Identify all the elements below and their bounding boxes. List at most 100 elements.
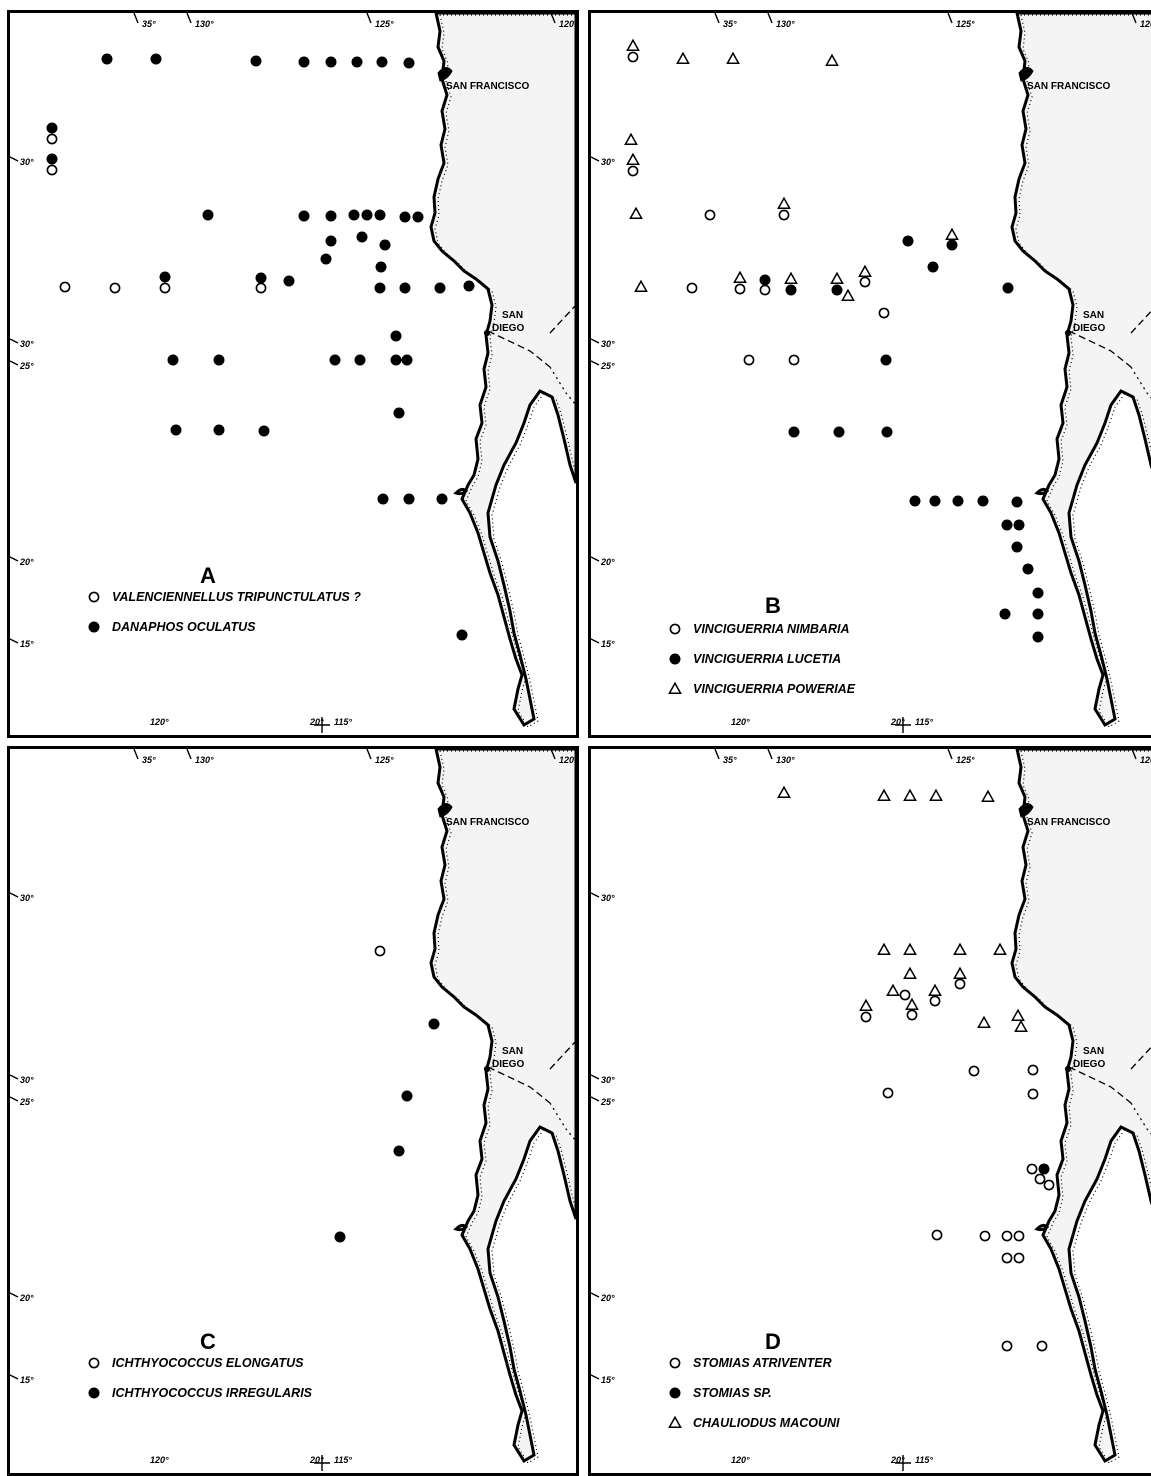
station-marker-filled-circle — [399, 282, 411, 294]
international-border — [1068, 330, 1132, 368]
station-marker-open-circle — [860, 1011, 872, 1023]
city-label-san-francisco: SAN FRANCISCO — [446, 81, 530, 92]
graticule-label-bottom: 115° — [915, 717, 933, 727]
graticule-label-left: 20° — [19, 557, 34, 567]
state-border — [549, 1102, 576, 1142]
graticule-label-left: 30° — [20, 157, 34, 167]
station-marker-filled-circle — [759, 274, 771, 286]
station-marker-open-triangle — [993, 942, 1007, 955]
station-marker-open-triangle — [981, 789, 995, 802]
station-marker-open-triangle — [825, 53, 839, 66]
station-marker-filled-circle — [1032, 587, 1044, 599]
station-marker-filled-circle — [298, 210, 310, 222]
graticule-label-left: 25° — [19, 361, 34, 371]
station-marker-open-triangle — [886, 983, 900, 996]
station-marker-filled-circle — [329, 354, 341, 366]
graticule-label-bottom: 20° — [890, 1455, 905, 1465]
station-marker-filled-circle — [213, 354, 225, 366]
shore-stipple — [434, 14, 576, 728]
graticule-label-left: 15° — [20, 639, 34, 649]
station-marker-filled-circle — [436, 493, 448, 505]
station-marker-open-triangle — [626, 38, 640, 51]
station-marker-filled-circle — [202, 209, 214, 221]
station-marker-filled-circle — [150, 53, 162, 65]
station-marker-open-circle — [759, 284, 771, 296]
station-marker-open-circle — [46, 164, 58, 176]
station-marker-filled-circle — [325, 56, 337, 68]
station-marker-open-circle — [627, 51, 639, 63]
station-marker-open-circle — [1013, 1252, 1025, 1264]
station-marker-filled-circle — [456, 629, 468, 641]
station-marker-filled-circle — [298, 56, 310, 68]
station-marker-open-triangle — [877, 788, 891, 801]
legend-label: STOMIAS ATRIVENTER — [693, 1356, 832, 1370]
station-marker-filled-circle — [946, 239, 958, 251]
station-marker-open-circle — [929, 995, 941, 1007]
station-marker-open-circle — [899, 989, 911, 1001]
graticule-label-top: 125° — [956, 755, 975, 765]
graticule-label-top: 35° — [723, 755, 737, 765]
legend-label: VINCIGUERRIA NIMBARIA — [693, 622, 849, 636]
map-canvas: SAN FRANCISCO SAN DIEGO 35° 130° 125° 120° 30° 3… — [591, 13, 1151, 733]
station-marker-filled-circle — [1013, 519, 1025, 531]
graticule-label-top: 120° — [559, 19, 576, 29]
station-marker-filled-circle — [159, 271, 171, 283]
graticule-label-top: 120° — [1140, 755, 1151, 765]
station-marker-open-triangle — [726, 51, 740, 64]
station-marker-filled-circle — [375, 261, 387, 273]
station-marker-open-triangle — [903, 966, 917, 979]
graticule-label-left: 25° — [19, 1097, 34, 1107]
graticule-label-bottom: 120° — [731, 717, 750, 727]
station-marker-filled-circle — [46, 122, 58, 134]
graticule-label-top: 35° — [723, 19, 737, 29]
station-marker-open-circle — [704, 209, 716, 221]
station-marker-open-circle — [979, 1230, 991, 1242]
station-marker-open-triangle — [903, 788, 917, 801]
legend: VALENCIENNELLUS TRIPUNCTULATUS ? DANAPHOS… — [88, 590, 361, 634]
station-marker-open-circle — [906, 1009, 918, 1021]
graticule-label-top: 35° — [142, 19, 156, 29]
graticule-label-left: 30° — [601, 1075, 615, 1085]
station-marker-filled-circle — [831, 284, 843, 296]
station-marker-open-triangle — [777, 196, 791, 209]
station-marker-open-triangle — [733, 270, 747, 283]
legend-label: ICHTHYOCOCCUS ELONGATUS — [112, 1356, 304, 1370]
city-label-diego: DIEGO — [492, 1059, 524, 1070]
panel-letter: B — [765, 593, 781, 618]
station-marker-open-circle — [882, 1087, 894, 1099]
graticule-label-left: 30° — [601, 893, 615, 903]
station-marker-filled-circle — [213, 424, 225, 436]
station-marker-filled-circle — [463, 280, 475, 292]
station-marker-open-circle — [46, 133, 58, 145]
station-marker-open-circle — [109, 282, 121, 294]
graticule-label-left: 15° — [601, 1375, 615, 1385]
station-marker-filled-circle — [788, 426, 800, 438]
graticule-label-bottom: 20° — [309, 1455, 324, 1465]
coastline — [429, 13, 576, 728]
station-marker-open-circle — [859, 276, 871, 288]
coastline — [1010, 13, 1151, 728]
station-marker-open-triangle — [928, 983, 942, 996]
station-marker-filled-circle — [390, 354, 402, 366]
station-marker-filled-circle — [258, 425, 270, 437]
graticule-label-left: 30° — [20, 339, 34, 349]
graticule-label-top: 130° — [195, 19, 214, 29]
graticule-label-bottom: 120° — [150, 717, 169, 727]
city-label-diego: DIEGO — [1073, 323, 1105, 334]
station-marker-open-circle — [1001, 1252, 1013, 1264]
graticule-label-left: 25° — [600, 1097, 615, 1107]
station-marker-filled-circle — [361, 209, 373, 221]
station-marker-open-circle — [59, 281, 71, 293]
legend-symbol-open-triangle — [668, 1415, 682, 1428]
station-marker-filled-circle — [1038, 1163, 1050, 1175]
station-marker-open-triangle — [977, 1015, 991, 1028]
legend-symbol-open-circle — [88, 591, 100, 603]
station-marker-filled-circle — [785, 284, 797, 296]
graticule-label-left: 20° — [19, 1293, 34, 1303]
legend: VINCIGUERRIA NIMBARIA VINCIGUERRIA LUCETI… — [668, 622, 856, 696]
station-marker-open-circle — [374, 945, 386, 957]
station-marker-open-circle — [1027, 1088, 1039, 1100]
station-marker-open-triangle — [903, 942, 917, 955]
graticule-label-left: 15° — [601, 639, 615, 649]
map-panel-a: SAN FRANCISCO SAN DIEGO 35° 130° 125° 120° 30° 3… — [7, 10, 579, 738]
